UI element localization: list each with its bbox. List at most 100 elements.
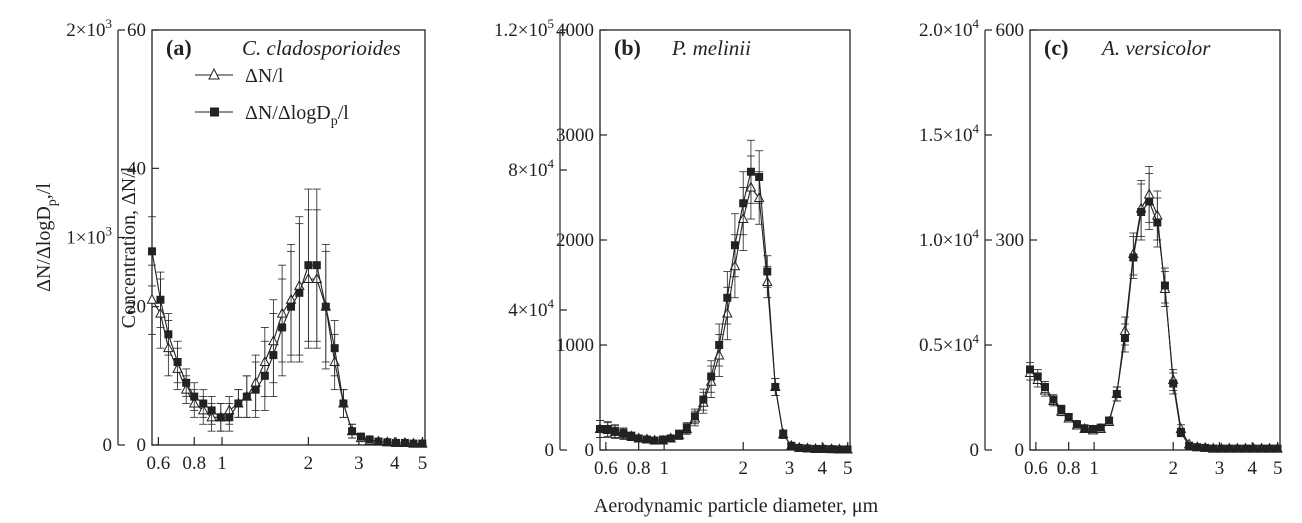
data-point [755, 173, 764, 181]
data-point [1265, 444, 1274, 453]
x-tick-label: 2 [738, 458, 748, 479]
panels: 0.6 0.8 1 2 3 4 5020406001×1032×103ΔN/ΔlogDp,/… [33, 16, 1283, 479]
data-point [1176, 428, 1185, 437]
data-point [391, 438, 400, 447]
x-tick-label: 3 [354, 453, 364, 474]
data-point [787, 441, 796, 450]
data-point [207, 406, 216, 415]
data-point [173, 358, 182, 366]
data-point [739, 199, 748, 208]
data-point [803, 444, 812, 453]
data-point [1072, 420, 1081, 429]
conc-tick-label: 0 [137, 435, 147, 456]
data-point [1112, 390, 1121, 398]
conc-y-title: Concentration, ΔN/l [118, 166, 140, 328]
data-point [1105, 416, 1114, 425]
x-tick-label: 0.6 [147, 453, 171, 474]
legend-marker-square [210, 107, 219, 117]
conc-tick-label: 0 [585, 440, 595, 461]
data-point [1169, 379, 1178, 388]
data-point [304, 261, 313, 270]
outer-tick-label: 1.2×105 [494, 16, 554, 41]
data-point [779, 430, 788, 439]
data-point [1225, 444, 1234, 453]
data-point [269, 351, 278, 360]
data-point [278, 323, 287, 332]
data-point [675, 430, 684, 439]
data-point [634, 434, 643, 443]
data-point [1185, 441, 1194, 450]
data-point [763, 267, 772, 276]
data-point [1273, 444, 1282, 453]
outer-tick-label: 1.0×104 [919, 226, 979, 251]
data-point [365, 435, 374, 444]
data-point [199, 399, 208, 408]
outer-tick-label: 0 [970, 440, 980, 461]
data-point [1209, 444, 1218, 453]
series-dn-dlogdp [148, 188, 427, 448]
data-point [1233, 444, 1242, 453]
conc-tick-label: 0 [1015, 440, 1025, 461]
data-point [1033, 372, 1042, 381]
legend: ΔN/l ΔN/ΔlogDp/l [195, 65, 349, 129]
x-tick-label: 2 [304, 453, 314, 474]
data-point [1145, 197, 1154, 206]
x-tick-label: 0.6 [1024, 458, 1048, 479]
data-point [1026, 365, 1034, 374]
data-point [690, 412, 699, 421]
series-line [1029, 200, 1278, 450]
data-point [642, 435, 651, 444]
data-point [1088, 425, 1097, 433]
data-point [1129, 253, 1138, 262]
outer-tick-label: 0 [103, 435, 113, 456]
conc-tick-label: 60 [127, 20, 146, 41]
data-point [409, 439, 418, 448]
outer-tick-label: 4×104 [508, 296, 554, 321]
data-point [330, 344, 339, 353]
x-tick-label: 3 [785, 458, 795, 479]
series-dn-dlogdp [596, 139, 852, 454]
legend-marker-triangle [208, 67, 220, 80]
x-tick-label: 1 [217, 453, 227, 474]
series-dn [146, 209, 428, 448]
data-point [666, 434, 675, 443]
outer-tick-label: 0.5×104 [919, 331, 979, 356]
data-point [1064, 413, 1073, 422]
panel-letter: (b) [614, 35, 641, 60]
outer-y-title: ΔN/ΔlogDp,/l [33, 183, 60, 292]
data-point [596, 425, 604, 433]
conc-tick-label: 2000 [556, 230, 594, 251]
data-point [164, 330, 173, 339]
x-tick-label: 0.8 [182, 453, 206, 474]
data-point [1057, 405, 1066, 414]
data-point [811, 444, 820, 453]
x-axis-title: Aerodynamic particle diameter, μm [594, 495, 879, 517]
conc-tick-label: 600 [996, 20, 1025, 41]
outer-tick-label: 1.5×104 [919, 121, 979, 146]
data-point [156, 295, 165, 304]
data-point [400, 438, 409, 447]
conc-tick-label: 20 [127, 297, 146, 318]
x-tick-label: 0.8 [1057, 458, 1081, 479]
conc-tick-label: 1000 [556, 335, 594, 356]
series-line [151, 251, 423, 445]
legend-label-dn-dlogdp: ΔN/ΔlogDp/l [245, 102, 349, 129]
series-line [600, 170, 848, 451]
data-point [234, 399, 243, 408]
data-point [771, 383, 780, 391]
data-point [312, 261, 321, 270]
data-point [242, 392, 251, 401]
data-point [190, 392, 199, 401]
data-point [1160, 281, 1169, 290]
panel-0: 0.6 0.8 1 2 3 4 5 0 20 40 60 0 1×103 2×103 ΔN/ΔlogDp,/… [33, 16, 428, 474]
data-point [699, 395, 708, 404]
data-point [1241, 444, 1250, 453]
data-point [216, 413, 225, 422]
data-point [746, 167, 755, 176]
data-point [730, 241, 739, 250]
series-dn-dlogdp [1026, 173, 1282, 453]
panel-1: 0.6 0.8 1 2 3 4 5 0 1000 2000 3000 4000 0 4×104 8×104 1… [494, 16, 853, 479]
data-point [827, 445, 836, 454]
data-point [1201, 443, 1210, 452]
